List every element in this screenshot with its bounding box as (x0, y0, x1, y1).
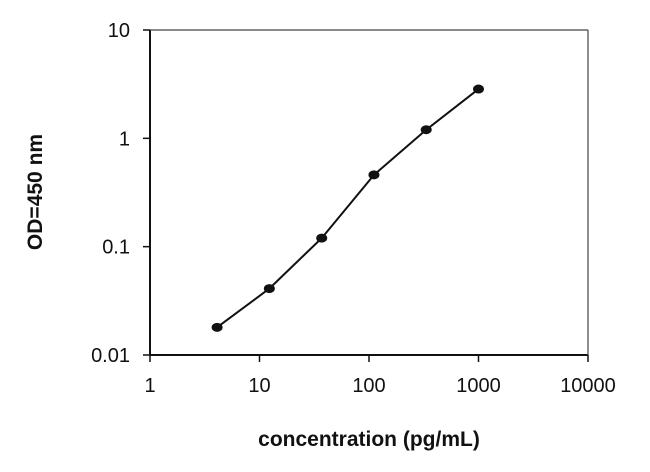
data-point (316, 233, 328, 243)
data-point (473, 84, 484, 94)
series-layer (211, 84, 484, 332)
y-tick-label: 0.1 (102, 237, 130, 259)
series-line (216, 88, 480, 329)
x-tick-label: 1 (144, 375, 155, 397)
data-point (211, 322, 223, 332)
data-point (263, 284, 275, 294)
x-ticks: 1 10 100 1000 10000 (144, 355, 616, 397)
y-axis-title: OD=450 nm (24, 134, 47, 250)
x-tick-label: 100 (352, 375, 385, 397)
y-tick-label: 10 (108, 20, 130, 42)
x-tick-label: 1000 (456, 375, 501, 397)
y-tick-label: 0.01 (91, 345, 130, 367)
y-ticks: 0.01 0.1 1 10 (91, 20, 150, 367)
x-axis-title: concentration (pg/mL) (258, 428, 480, 451)
x-tick-label: 10000 (560, 375, 616, 397)
data-point (420, 125, 432, 135)
data-point (368, 170, 380, 180)
plot-frame (149, 29, 589, 356)
y-tick-label: 1 (119, 128, 130, 150)
x-tick-label: 10 (248, 375, 270, 397)
